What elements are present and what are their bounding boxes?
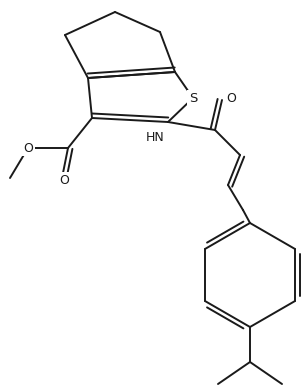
Text: O: O — [59, 174, 69, 186]
Text: HN: HN — [146, 131, 164, 144]
Text: S: S — [189, 92, 197, 104]
Text: O: O — [23, 142, 33, 154]
Text: O: O — [226, 92, 236, 104]
